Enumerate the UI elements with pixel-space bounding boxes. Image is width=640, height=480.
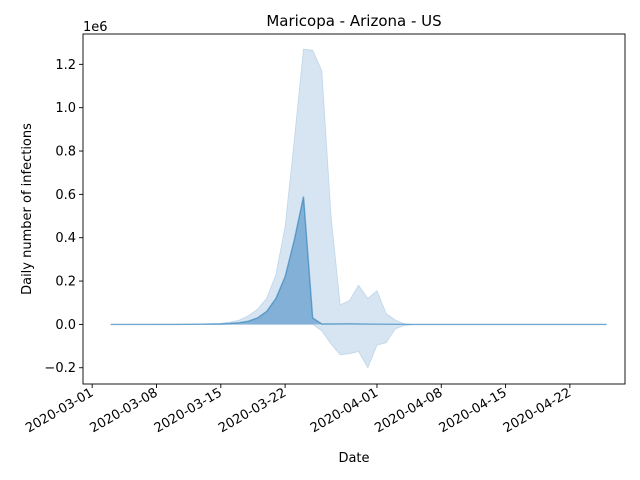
y-tick-label: 0.8 <box>55 145 76 160</box>
y-tick-label: 0.6 <box>55 188 76 203</box>
x-axis-label: Date <box>338 451 369 466</box>
y-axis: −0.2 0.0 0.2 0.4 0.6 0.8 1.0 1.2 <box>44 58 83 376</box>
y-tick-label: 0.0 <box>55 318 76 333</box>
y-tick-label: 1.2 <box>55 58 76 73</box>
axes-frame <box>82 33 626 385</box>
y-axis-label: Daily number of infections <box>20 123 35 295</box>
y-offset-label: 1e6 <box>83 20 108 35</box>
y-tick-label: 1.0 <box>55 101 76 116</box>
chart-title: Maricopa - Arizona - US <box>266 12 441 30</box>
y-tick-label: 0.2 <box>55 275 76 290</box>
y-tick-label: 0.4 <box>55 231 76 246</box>
y-tick-label: −0.2 <box>44 361 76 376</box>
mean-line <box>110 196 607 326</box>
plot-area <box>110 48 607 369</box>
